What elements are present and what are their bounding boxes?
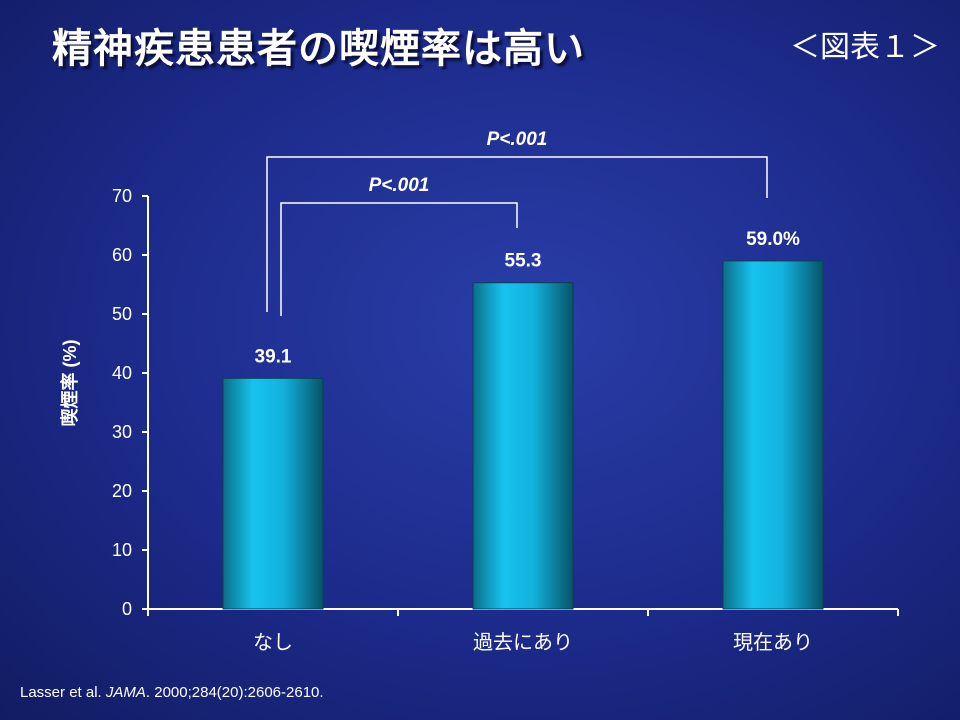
y-tick-label: 20 <box>112 481 132 501</box>
data-label: 39.1 <box>255 346 292 367</box>
data-label: 59.0% <box>746 229 800 250</box>
y-axis-label: 喫煙率 (%) <box>59 340 80 427</box>
y-tick-label: 40 <box>112 363 132 383</box>
bar <box>472 282 574 610</box>
source-authors: Lasser et al. <box>20 684 102 701</box>
y-tick-label: 70 <box>112 186 132 206</box>
significance-label: P<.001 <box>487 129 548 150</box>
chart-annotations: P<.001 P<.001 <box>266 129 768 316</box>
y-tick-label: 0 <box>122 599 132 619</box>
y-tick-label: 30 <box>112 422 132 442</box>
source-journal: JAMA <box>105 684 146 701</box>
source-details: . 2000;284(20):2606-2610. <box>145 684 324 701</box>
bar <box>222 377 324 610</box>
source-citation: Lasser et al. JAMA. 2000;284(20):2606-26… <box>20 684 324 701</box>
significance-bracket <box>280 202 518 316</box>
data-label: 55.3 <box>505 251 542 272</box>
x-tick-label: 現在あり <box>733 631 813 654</box>
significance-label: P<.001 <box>369 175 430 196</box>
x-tick-label: なし <box>253 632 293 654</box>
y-tick-label: 50 <box>112 304 132 324</box>
y-tick-label: 10 <box>112 540 132 560</box>
x-tick-label: 過去にあり <box>473 631 573 654</box>
chart-bars: 39.1 55.3 59.0% <box>222 229 824 610</box>
chart-axes: 0 10 20 30 40 50 60 70 なし 過去にあり 現在あり <box>112 186 899 654</box>
figure-label: ＜図表１＞ <box>790 30 940 65</box>
bar <box>722 260 824 610</box>
y-tick-label: 60 <box>112 245 132 265</box>
slide-title: 精神疾患患者の喫煙率は高い <box>52 26 585 72</box>
significance-bracket <box>266 156 768 312</box>
